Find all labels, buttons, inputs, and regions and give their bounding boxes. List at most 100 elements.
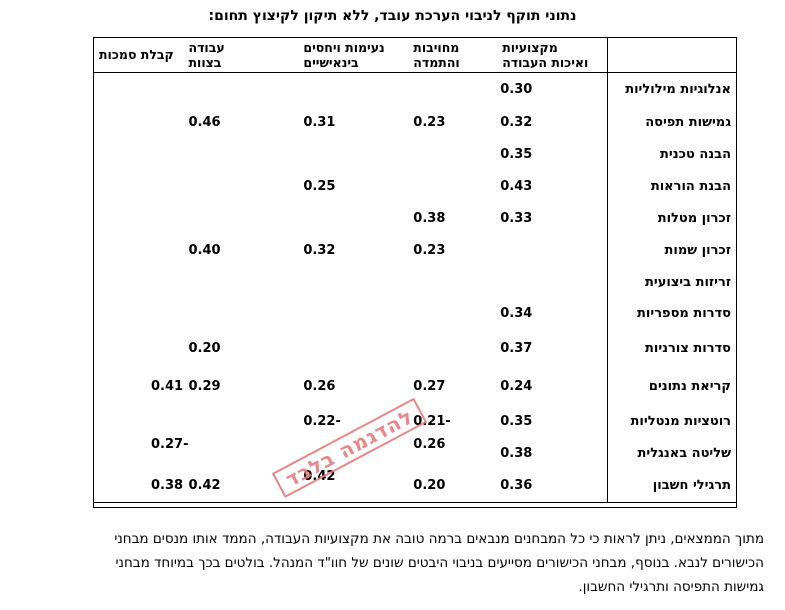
cell-value: 0.20: [413, 477, 446, 493]
cell-c4: 0.42: [188, 468, 304, 503]
cell-c3: [303, 330, 413, 368]
table-row: סדרות צורניות 0.37 0.20: [93, 329, 737, 368]
row-label: תרגילי חשבון: [607, 468, 737, 503]
cell-value: 0.37: [500, 341, 533, 356]
cell-c4: [188, 298, 303, 330]
cell-c2: -0.21: [413, 405, 498, 439]
cell-c3: [303, 73, 413, 107]
cell-value: 0.29: [188, 378, 221, 394]
row-label: גמישות תפיסה: [607, 106, 737, 139]
cell-value: 0.43: [500, 179, 533, 194]
cell-c2: 0.20: [413, 468, 499, 503]
table-row: הבנת הוראות 0.43 0.25: [93, 170, 737, 203]
cell-value: 0.32: [500, 115, 533, 130]
cell-c4: [188, 267, 303, 298]
header-commitment: מחויבות והתמדה: [413, 37, 499, 73]
table-row: גמישות תפיסה 0.32 0.23 0.31 0.46: [93, 106, 737, 139]
cell-c4: [188, 203, 303, 235]
table-row: זכרון שמות 0.23 0.32 0.40: [93, 234, 737, 267]
cell-c3: [303, 139, 413, 171]
cell-c5: 0.38: [93, 468, 189, 503]
cell-c1: 0.35: [498, 139, 607, 171]
cell-value: 0.25: [303, 179, 336, 194]
header-teamwork: עבודה בצוות: [188, 37, 304, 73]
cell-c4: 0.40: [188, 235, 303, 267]
cell-c3: [303, 298, 413, 330]
cell-c4: [188, 139, 303, 171]
row-label: זכרון שמות: [607, 234, 737, 267]
cell-c1: 0.33: [498, 203, 607, 235]
table-row: תרגילי חשבון 0.36 0.20 0.42 0.42 0.38: [93, 468, 737, 503]
cell-value: 0.27: [413, 378, 446, 394]
header-interpersonal: נעימות ויחסים בינאישיים: [303, 37, 414, 73]
cell-value: 0.23: [413, 115, 446, 130]
cell-value: 0.34: [500, 306, 533, 321]
cell-c4: [188, 73, 303, 107]
table-row: אנלוגיות מילוליות 0.30: [93, 72, 737, 107]
cell-c1: 0.43: [498, 171, 607, 203]
table-title: נתוני תוקף לניבוי הערכת עובד, ללא תיקון …: [208, 8, 577, 24]
cell-value: -0.27: [151, 437, 189, 452]
cell-c1: 0.34: [498, 298, 607, 330]
table-row: הבנה טכנית 0.35: [93, 138, 737, 171]
cell-c5: [93, 330, 188, 368]
cell-c2: [413, 330, 498, 368]
table-row: רוטציות מנטליות 0.35 -0.21 -0.22: [93, 404, 737, 439]
row-label: אנלוגיות מילוליות: [607, 72, 737, 107]
cell-value: 0.42: [188, 477, 221, 493]
table-row: זריזות ביצועית: [93, 266, 737, 298]
header-authority: קבלת סמכות: [93, 37, 189, 73]
cell-c5: [93, 203, 188, 235]
cell-value: 0.46: [188, 115, 221, 130]
cell-c5: [93, 139, 188, 171]
cell-c4: [188, 171, 303, 203]
cell-c4: 0.46: [188, 107, 303, 139]
row-label: הבנת הוראות: [607, 170, 737, 203]
table-row: זכרון מטלות 0.33 0.38: [93, 202, 737, 235]
row-label: רוטציות מנטליות: [607, 404, 737, 439]
cell-value: 0.33: [500, 211, 533, 226]
cell-c4: 0.29: [188, 368, 303, 405]
cell-c1: 0.38: [498, 439, 607, 469]
cell-c5: [93, 73, 188, 107]
cell-c2: [413, 171, 498, 203]
cell-c5: [93, 405, 188, 439]
header-line: בינאישיים: [303, 54, 359, 70]
cell-c2: [413, 73, 498, 107]
cell-c3: 0.32: [303, 235, 413, 267]
cell-value: 0.32: [303, 243, 336, 258]
cell-value: 0.38: [500, 446, 533, 461]
cell-c3: [303, 203, 413, 235]
cell-c5: [93, 235, 188, 267]
cell-c3: 0.25: [303, 171, 413, 203]
cell-c2: [413, 139, 498, 171]
cell-value: 0.30: [500, 82, 533, 98]
row-label: סדרות צורניות: [607, 329, 737, 368]
cell-c1: [498, 267, 607, 298]
cell-c2: 0.27: [413, 368, 498, 405]
cell-c5: [93, 107, 188, 139]
cell-value: 0.42: [303, 468, 336, 484]
row-label: זריזות ביצועית: [607, 266, 737, 298]
header-professionalism: מקצועיות ואיכות העבודה: [498, 37, 608, 73]
cell-c2: 0.23: [413, 107, 498, 139]
row-label: הבנה טכנית: [607, 138, 737, 171]
cell-c1: 0.30: [498, 73, 607, 107]
cell-c5: [93, 267, 188, 298]
header-line: עבודה: [188, 39, 225, 55]
cell-c1: 0.36: [498, 468, 608, 503]
cell-value: 0.24: [500, 378, 533, 394]
row-label: סדרות מספריות: [607, 297, 737, 330]
row-label: קריאת נתונים: [607, 367, 737, 405]
cell-value: 0.38: [151, 477, 184, 493]
cell-c3: [303, 267, 413, 298]
header-line: קבלת סמכות: [99, 47, 174, 62]
cell-c5: [93, 171, 188, 203]
cell-c2: [413, 298, 498, 330]
cell-value: 0.26: [303, 378, 336, 394]
cell-value: 0.35: [500, 414, 533, 429]
cell-value: 0.36: [500, 477, 533, 493]
cell-value: 0.23: [413, 243, 446, 258]
cell-c4: [188, 405, 303, 439]
header-line: והתמדה: [413, 54, 460, 70]
